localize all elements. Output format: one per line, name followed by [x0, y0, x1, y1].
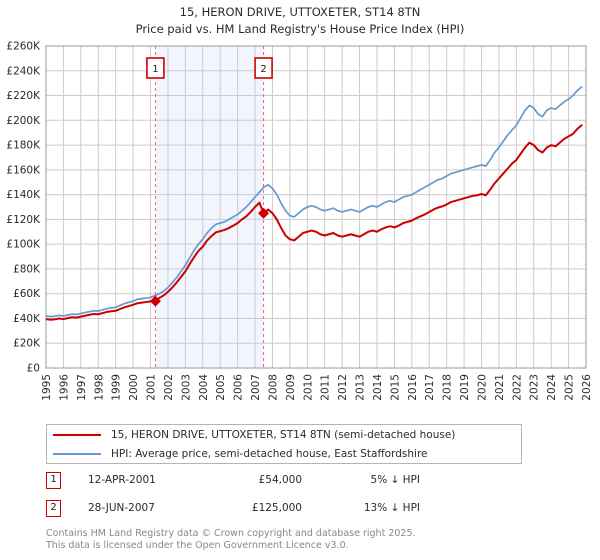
x-axis-tick-label: 2018	[442, 374, 454, 401]
legend-item-property: 15, HERON DRIVE, UTTOXETER, ST14 8TN (se…	[47, 425, 521, 444]
hpi-series-line	[46, 86, 583, 318]
y-axis-tick-label: £200K	[6, 115, 41, 127]
x-axis-tick-label: 2012	[337, 374, 349, 401]
legend-label-hpi: HPI: Average price, semi-detached house,…	[111, 447, 428, 460]
x-axis-tick-label: 2010	[302, 374, 314, 401]
page-title: 15, HERON DRIVE, UTTOXETER, ST14 8TN Pri…	[0, 4, 600, 38]
future-projection-hatch	[582, 46, 586, 368]
x-axis-tick-label: 1995	[41, 374, 53, 401]
transactions-table: 1 12-APR-2001 £54,000 5% ↓ HPI 2 28-JUN-…	[46, 470, 466, 526]
property-series-line	[46, 124, 583, 321]
y-axis-tick-label: £240K	[6, 65, 41, 77]
x-axis-tick-label: 2011	[320, 374, 332, 401]
chart-legend: 15, HERON DRIVE, UTTOXETER, ST14 8TN (se…	[46, 424, 522, 464]
x-axis-tick-label: 2009	[285, 374, 297, 401]
y-axis-tick-label: £260K	[6, 41, 41, 53]
plot-border	[45, 45, 587, 369]
transaction-marker-badge-label: 2	[260, 64, 266, 75]
x-axis-tick-label: 1997	[76, 374, 88, 401]
x-axis-tick-label: 2007	[250, 374, 262, 401]
y-axis-tick-label: £180K	[6, 140, 41, 152]
transaction-hpi-delta: 13% ↓ HPI	[363, 502, 420, 514]
x-axis-tick-label: 1999	[111, 374, 123, 401]
y-axis-tick-label: £220K	[6, 90, 41, 102]
transaction-index-badge: 1	[46, 472, 61, 489]
chart-plot-area: £0 £20K £40K £60K £80K £100K £120K £140K £160K £1…	[6, 41, 593, 401]
x-axis-tick-label: 2013	[355, 374, 367, 401]
legend-swatch-hpi	[53, 452, 101, 455]
transaction-price: £54,000	[258, 474, 302, 486]
x-axis-tick-label: 2005	[215, 374, 227, 401]
transaction-hpi-delta: 5% ↓ HPI	[370, 474, 420, 486]
transaction-marker-badge-label: 1	[152, 64, 158, 75]
transaction-index-badge: 2	[46, 500, 61, 517]
x-axis-tick-label: 2025	[564, 374, 576, 401]
x-axis-tick-label: 2004	[198, 374, 210, 401]
x-axis-tick-label: 2002	[163, 374, 175, 401]
footer-attribution: Contains HM Land Registry data © Crown c…	[46, 528, 566, 552]
x-axis-tick-label: 2008	[267, 374, 279, 401]
transaction-marker-badge[interactable]	[254, 57, 273, 79]
x-axis-tick-label: 2026	[581, 374, 593, 401]
x-axis-tick-label: 2021	[494, 374, 506, 401]
x-axis-tick-label: 2006	[233, 374, 245, 401]
y-axis-tick-label: £140K	[6, 189, 41, 201]
x-axis-tick-label: 2003	[180, 374, 192, 401]
y-axis-tick-label: £100K	[6, 239, 41, 251]
transaction-price: £125,000	[251, 502, 302, 514]
y-axis-tick-label: £160K	[6, 164, 41, 176]
x-axis-tick-label: 2000	[128, 374, 140, 401]
y-axis-tick-label: £60K	[13, 288, 41, 300]
chart-title: 15, HERON DRIVE, UTTOXETER, ST14 8TN	[179, 5, 421, 19]
y-axis-tick-label: £40K	[13, 313, 41, 325]
transaction-point-marker[interactable]	[258, 207, 270, 219]
table-row: 2 28-JUN-2007 £125,000 13% ↓ HPI	[46, 498, 466, 526]
transaction-date: 28-JUN-2007	[88, 502, 155, 514]
x-axis-tick-label: 2016	[407, 374, 419, 401]
transaction-date: 12-APR-2001	[88, 474, 156, 486]
x-axis-tick-label: 2020	[476, 374, 488, 401]
chart-subtitle: Price paid vs. HM Land Registry's House …	[135, 22, 465, 36]
x-axis-tick-label: 2001	[146, 374, 158, 401]
x-axis-tick-label: 1996	[58, 374, 70, 401]
x-axis-tick-label: 2015	[389, 374, 401, 401]
legend-swatch-property	[53, 433, 101, 436]
legend-item-hpi: HPI: Average price, semi-detached house,…	[47, 444, 521, 463]
x-axis-tick-label: 2024	[546, 374, 558, 401]
x-axis-tick-label: 2019	[459, 374, 471, 401]
transaction-marker-badge[interactable]	[146, 57, 165, 79]
x-axis-tick-label: 1998	[93, 374, 105, 401]
y-axis-tick-label: £120K	[6, 214, 41, 226]
chart-svg: £0 £20K £40K £60K £80K £100K £120K £140K £160K £1…	[6, 41, 593, 401]
y-axis-tick-label: £0	[27, 363, 40, 375]
y-axis-tick-label: £20K	[13, 338, 41, 350]
x-axis-tick-label: 2023	[529, 374, 541, 401]
footer-licence-line: This data is licensed under the Open Gov…	[46, 540, 349, 551]
x-axis-tick-label: 2014	[372, 374, 384, 401]
legend-label-property: 15, HERON DRIVE, UTTOXETER, ST14 8TN (se…	[111, 428, 456, 441]
y-axis-tick-label: £80K	[13, 263, 41, 275]
transaction-point-marker[interactable]	[149, 295, 161, 307]
x-axis-tick-label: 2022	[511, 374, 523, 401]
footer-copyright-line: Contains HM Land Registry data © Crown c…	[46, 528, 416, 539]
x-axis-tick-label: 2017	[424, 374, 436, 401]
table-row: 1 12-APR-2001 £54,000 5% ↓ HPI	[46, 470, 466, 498]
